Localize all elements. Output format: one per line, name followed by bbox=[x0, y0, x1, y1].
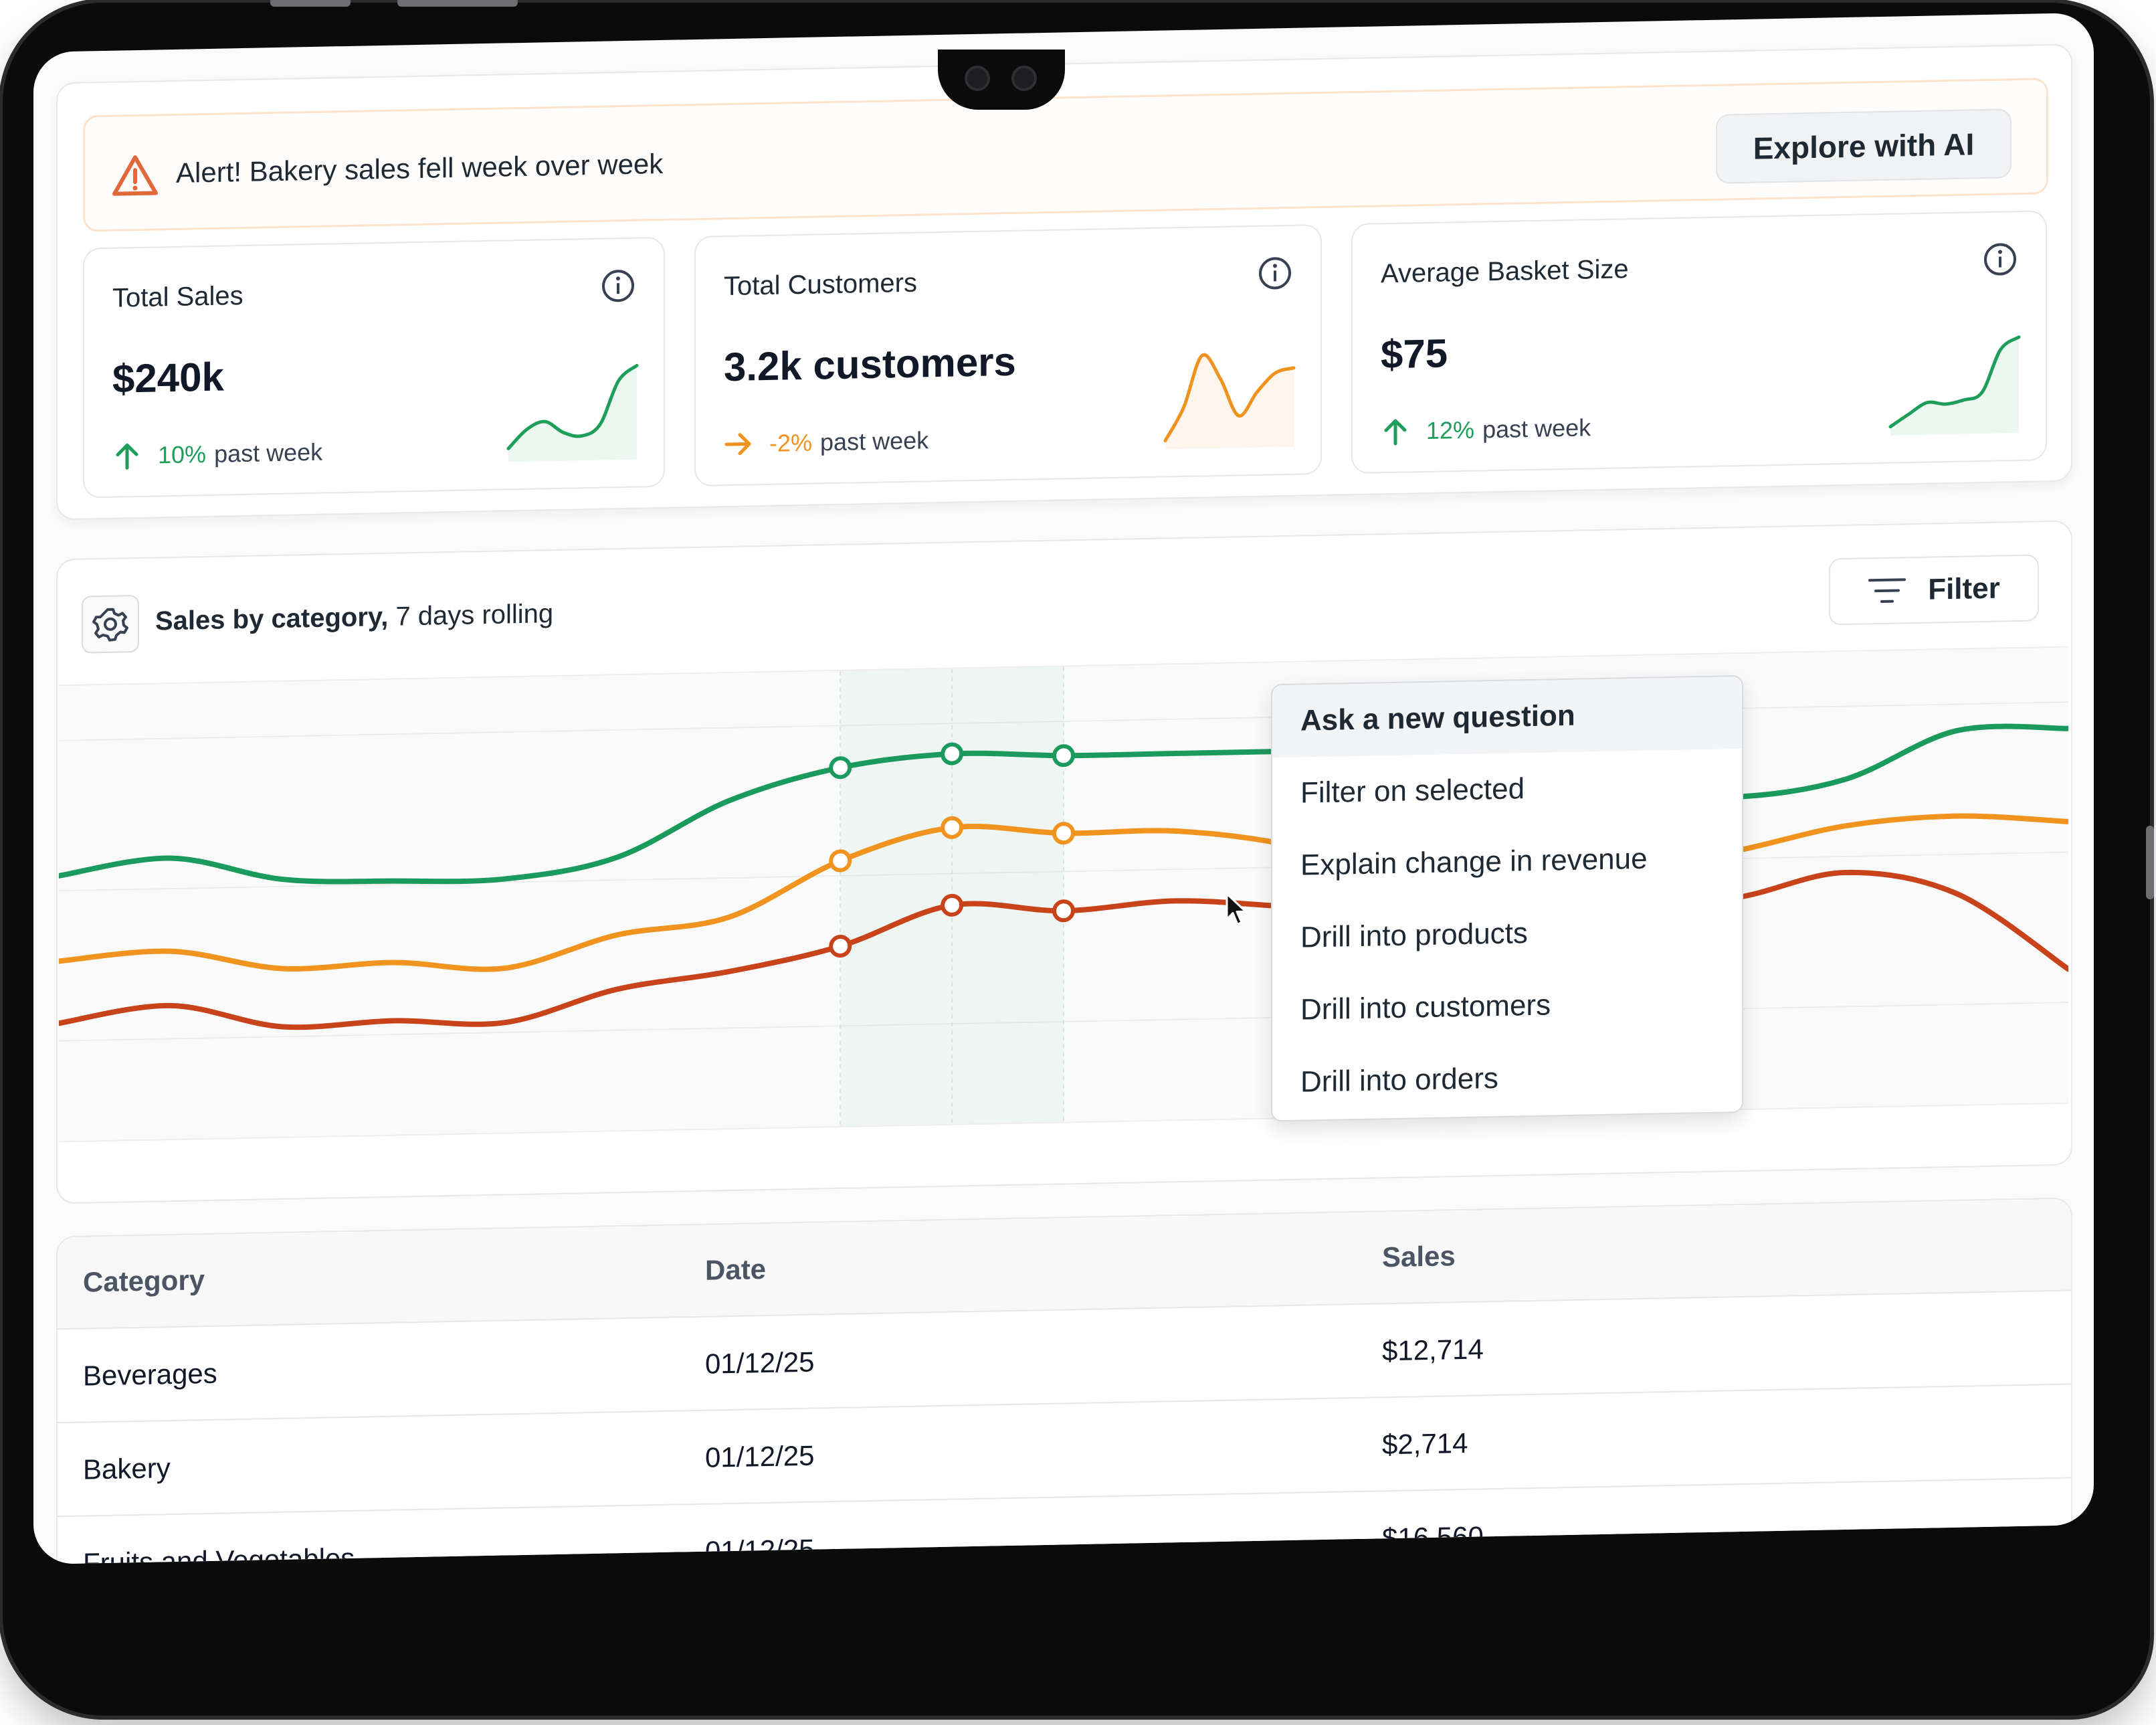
menu-item-drill-customers[interactable]: Drill into customers bbox=[1300, 988, 1551, 1026]
kpi-value: $240k bbox=[112, 354, 224, 401]
data-point[interactable] bbox=[941, 893, 964, 917]
kpi-delta-suffix: past week bbox=[1482, 414, 1591, 444]
warning-triangle-icon bbox=[112, 155, 158, 196]
column-header-category[interactable]: Category bbox=[83, 1264, 205, 1298]
kpi-delta-value: 10% bbox=[158, 440, 207, 469]
kpi-delta-value: 12% bbox=[1426, 416, 1475, 445]
data-point[interactable] bbox=[1052, 744, 1075, 767]
alert-banner: Alert! Bakery sales fell week over week … bbox=[83, 78, 2048, 232]
sparkline-line bbox=[1163, 353, 1296, 443]
chart-context-menu: Ask a new question Filter on selected Ex… bbox=[1271, 674, 1743, 1122]
info-icon[interactable] bbox=[1983, 242, 2018, 277]
tablet-frame: Alert! Bakery sales fell week over week … bbox=[3, 0, 2154, 1716]
sensor-icon bbox=[1011, 66, 1037, 91]
kpi-card-average-basket-size[interactable]: Average Basket Size $75 12% past week bbox=[1351, 210, 2047, 474]
menu-item-ask-question[interactable]: Ask a new question bbox=[1272, 676, 1742, 758]
cell-category: Fruits and Vegetables bbox=[83, 1542, 355, 1564]
camera-notch bbox=[938, 50, 1065, 110]
menu-item-explain-change[interactable]: Explain change in revenue bbox=[1300, 842, 1648, 882]
cell-sales: $16,560 bbox=[1382, 1520, 1484, 1554]
camera-icon bbox=[965, 66, 990, 91]
explore-with-ai-button[interactable]: Explore with AI bbox=[1716, 108, 2012, 184]
sparkline-total-sales bbox=[506, 363, 639, 462]
line-chart[interactable] bbox=[56, 646, 2071, 1143]
arrow-up-icon bbox=[116, 443, 138, 470]
filter-icon bbox=[1868, 578, 1906, 603]
cell-category: Bakery bbox=[83, 1452, 171, 1485]
data-point[interactable] bbox=[941, 816, 964, 839]
cell-date: 01/12/25 bbox=[705, 1533, 815, 1564]
column-header-date[interactable]: Date bbox=[705, 1253, 767, 1286]
filter-button[interactable]: Filter bbox=[1829, 554, 2039, 626]
sparkline-area bbox=[1890, 337, 2019, 436]
side-button bbox=[2146, 826, 2154, 899]
kpi-title: Average Basket Size bbox=[1381, 254, 1629, 289]
mouse-cursor-icon bbox=[1226, 893, 1247, 925]
data-point[interactable] bbox=[829, 935, 852, 958]
chart-title-bold: Sales by category, bbox=[155, 602, 389, 636]
sales-by-category-panel: Sales by category, 7 days rolling Filter… bbox=[56, 520, 2072, 1204]
filter-label: Filter bbox=[1928, 571, 2000, 606]
sparkline-area bbox=[508, 365, 637, 462]
kpi-delta: 10% past week bbox=[112, 438, 322, 471]
screen: Alert! Bakery sales fell week over week … bbox=[33, 12, 2094, 1564]
arrow-up-icon bbox=[1384, 419, 1407, 446]
kpi-delta: 12% past week bbox=[1381, 413, 1591, 446]
kpi-delta-suffix: past week bbox=[214, 438, 323, 468]
cell-sales: $12,714 bbox=[1382, 1333, 1484, 1367]
line-chart-svg[interactable] bbox=[56, 648, 2071, 1142]
menu-item-drill-products[interactable]: Drill into products bbox=[1300, 917, 1528, 954]
data-point[interactable] bbox=[941, 742, 964, 765]
kpi-delta: -2% past week bbox=[724, 426, 928, 459]
cell-date: 01/12/25 bbox=[705, 1346, 815, 1380]
kpi-value: 3.2k customers bbox=[724, 339, 1016, 390]
sparkline-total-customers bbox=[1163, 353, 1296, 450]
sparkline-line bbox=[1888, 335, 2021, 429]
chart-title: Sales by category, 7 days rolling bbox=[155, 599, 553, 636]
sales-table: Category Date Sales Beverages 01/12/25 $… bbox=[56, 1197, 2072, 1564]
kpi-title: Total Sales bbox=[112, 280, 243, 313]
column-header-sales[interactable]: Sales bbox=[1382, 1240, 1456, 1273]
info-icon[interactable] bbox=[601, 268, 635, 304]
power-button bbox=[397, 0, 518, 7]
menu-item-filter-selected[interactable]: Filter on selected bbox=[1300, 772, 1525, 810]
cell-category: Beverages bbox=[83, 1357, 217, 1392]
menu-item-drill-orders[interactable]: Drill into orders bbox=[1300, 1061, 1498, 1099]
kpi-value: $75 bbox=[1381, 331, 1448, 377]
data-point[interactable] bbox=[1052, 899, 1075, 923]
data-point[interactable] bbox=[829, 849, 852, 873]
kpi-card-total-sales[interactable]: Total Sales $240k 10% past week bbox=[83, 236, 665, 498]
kpi-delta-value: -2% bbox=[769, 428, 813, 457]
kpi-title: Total Customers bbox=[724, 268, 917, 302]
chart-title-rest: 7 days rolling bbox=[388, 599, 554, 632]
arrow-right-icon bbox=[724, 433, 751, 456]
gear-icon bbox=[92, 608, 128, 642]
info-icon[interactable] bbox=[1258, 256, 1292, 291]
data-point[interactable] bbox=[1052, 822, 1075, 845]
alert-message: Alert! Bakery sales fell week over week bbox=[176, 147, 664, 189]
cell-sales: $2,714 bbox=[1382, 1427, 1468, 1461]
data-point[interactable] bbox=[829, 756, 852, 780]
volume-button bbox=[270, 0, 351, 7]
kpi-delta-suffix: past week bbox=[820, 426, 929, 456]
settings-button[interactable] bbox=[82, 594, 139, 654]
cell-date: 01/12/25 bbox=[705, 1439, 815, 1473]
sparkline-average-basket-size bbox=[1888, 335, 2021, 436]
kpi-card-total-customers[interactable]: Total Customers 3.2k customers -2% past … bbox=[694, 224, 1322, 487]
sparkline-line bbox=[506, 363, 639, 450]
summary-panel: Alert! Bakery sales fell week over week … bbox=[56, 43, 2072, 521]
